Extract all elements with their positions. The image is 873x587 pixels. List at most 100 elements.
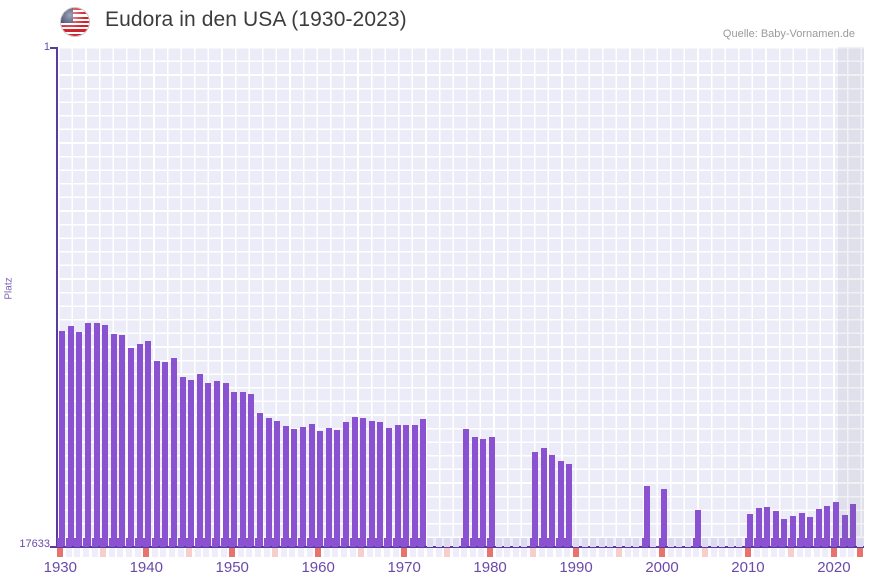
bar-1957[interactable]	[291, 429, 298, 547]
bar-1963[interactable]	[342, 422, 349, 547]
bar-1942[interactable]	[162, 362, 169, 547]
x-tick-2020	[830, 538, 837, 547]
bar-1958[interactable]	[299, 427, 306, 547]
bar-1956[interactable]	[282, 426, 289, 547]
bar-2020[interactable]	[832, 502, 839, 547]
bar-2018[interactable]	[815, 509, 822, 547]
bar-1943[interactable]	[171, 358, 178, 547]
bar-2011[interactable]	[755, 508, 762, 547]
bar-1949[interactable]	[222, 383, 229, 547]
bar-1932[interactable]	[76, 332, 83, 547]
x-marker-1982	[504, 548, 511, 557]
x-tick-1934	[91, 538, 98, 547]
bar-2022[interactable]	[850, 504, 857, 547]
bar-1930[interactable]	[59, 331, 66, 547]
x-marker-1945	[186, 548, 193, 557]
x-tick-2012	[762, 538, 769, 547]
x-marker-2019	[822, 548, 829, 557]
bar-1978[interactable]	[471, 437, 478, 547]
bar-2016[interactable]	[798, 513, 805, 547]
bar-1967[interactable]	[377, 422, 384, 547]
bar-2004[interactable]	[695, 510, 702, 547]
bar-1944[interactable]	[179, 377, 186, 547]
bar-1968[interactable]	[385, 428, 392, 547]
x-marker-1955	[272, 548, 279, 557]
x-marker-1934	[91, 548, 98, 557]
bar-1936[interactable]	[110, 334, 117, 547]
bar-1948[interactable]	[214, 381, 221, 547]
bar-1979[interactable]	[480, 439, 487, 547]
bar-1985[interactable]	[532, 452, 539, 547]
bar-1947[interactable]	[205, 383, 212, 547]
bar-2019[interactable]	[824, 506, 831, 547]
bar-2017[interactable]	[807, 517, 814, 547]
bar-1972[interactable]	[420, 419, 427, 547]
x-marker-1958	[297, 548, 304, 557]
bar-1941[interactable]	[153, 361, 160, 547]
bar-2021[interactable]	[841, 515, 848, 547]
bar-1937[interactable]	[119, 335, 126, 547]
x-marker-1949	[220, 548, 227, 557]
bar-1964[interactable]	[351, 417, 358, 547]
bar-1939[interactable]	[136, 344, 143, 547]
bar-2012[interactable]	[764, 507, 771, 547]
bar-1969[interactable]	[394, 425, 401, 547]
x-tick-2019	[822, 538, 829, 547]
bar-1954[interactable]	[265, 418, 272, 547]
bar-1959[interactable]	[308, 424, 315, 547]
bar-1970[interactable]	[403, 425, 410, 547]
x-marker-2008	[727, 548, 734, 557]
x-marker-1941	[151, 548, 158, 557]
bar-1971[interactable]	[411, 425, 418, 547]
bar-2000[interactable]	[661, 489, 667, 547]
bar-1986[interactable]	[540, 448, 547, 547]
bar-1940[interactable]	[145, 341, 152, 547]
bar-1946[interactable]	[196, 374, 203, 547]
x-tick-1935	[100, 538, 107, 547]
x-marker-1999	[650, 548, 657, 557]
x-tick-1998	[641, 538, 648, 547]
bar-1945[interactable]	[188, 380, 195, 547]
x-marker-1978	[469, 548, 476, 557]
bar-1934[interactable]	[93, 323, 100, 547]
x-tick-1945	[186, 538, 193, 547]
x-tick-1952	[246, 538, 253, 547]
bar-1989[interactable]	[566, 464, 573, 547]
bar-2013[interactable]	[772, 511, 779, 547]
bar-1987[interactable]	[549, 455, 556, 547]
bar-1950[interactable]	[231, 392, 238, 547]
bar-1953[interactable]	[257, 413, 263, 547]
bar-1961[interactable]	[325, 428, 332, 547]
x-marker-1935	[100, 548, 107, 557]
x-tick-1938	[126, 538, 133, 547]
x-marker-1942	[160, 548, 167, 557]
bar-1966[interactable]	[368, 421, 375, 547]
x-tick-1973	[426, 538, 433, 547]
bar-1965[interactable]	[360, 418, 367, 547]
bar-1962[interactable]	[334, 430, 341, 547]
bar-2010[interactable]	[746, 514, 753, 547]
x-tick-1962	[332, 538, 339, 547]
bar-1938[interactable]	[128, 348, 135, 547]
x-marker-1972	[418, 548, 425, 557]
bar-1935[interactable]	[102, 325, 109, 547]
bar-1951[interactable]	[239, 392, 246, 547]
bar-1980[interactable]	[489, 437, 496, 547]
bar-1998[interactable]	[643, 486, 650, 547]
bar-2014[interactable]	[781, 519, 788, 547]
bar-1988[interactable]	[557, 461, 564, 547]
bar-1933[interactable]	[85, 323, 92, 547]
x-marker-1977	[461, 548, 468, 557]
bar-1977[interactable]	[463, 429, 470, 547]
x-tick-1975	[444, 538, 451, 547]
x-marker-2000	[659, 548, 665, 557]
x-tick-1999	[650, 538, 657, 547]
bar-1952[interactable]	[248, 394, 255, 547]
bar-1955[interactable]	[274, 421, 281, 547]
x-tick-1950	[229, 538, 236, 547]
x-tick-2002	[676, 538, 683, 547]
bar-1960[interactable]	[317, 431, 324, 547]
bar-1931[interactable]	[67, 326, 74, 547]
bar-2015[interactable]	[789, 516, 796, 547]
